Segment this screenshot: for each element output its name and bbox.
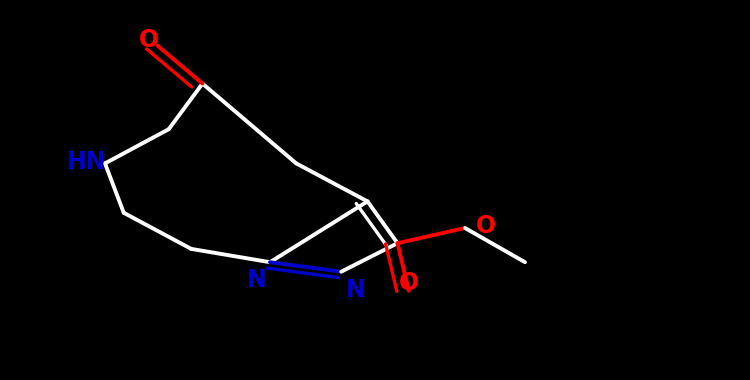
Text: HN: HN [67, 149, 106, 174]
Text: O: O [399, 271, 418, 295]
Text: N: N [247, 268, 266, 293]
Text: O: O [476, 214, 496, 238]
Text: N: N [346, 278, 366, 302]
Text: O: O [139, 28, 158, 52]
